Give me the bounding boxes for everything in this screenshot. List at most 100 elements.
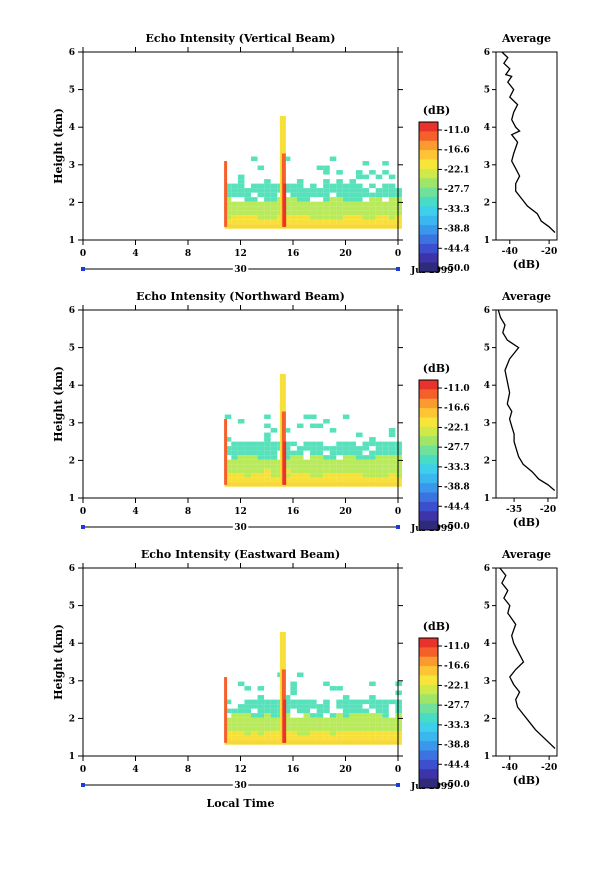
heatmap-cell [329,201,337,207]
heatmap-cell [362,473,370,478]
heatmap-cell [264,468,271,474]
heatmap-cell [310,455,317,460]
profile-y-tick-label: 6 [484,48,490,58]
profile-frame [495,309,558,499]
heatmap-cell [244,215,251,220]
colorbar-frame [418,379,439,531]
heatmap-cell [244,473,251,478]
heatmap-cell [257,201,265,207]
date-line-start-marker [81,783,85,787]
heatmap-cell [231,713,238,718]
heatmap-cell [251,441,258,447]
heatmap-cell [237,477,245,483]
heatmap-cell [224,717,232,723]
heatmap-cell [251,726,258,732]
heatmap-cell [369,735,376,741]
heatmap-cell [290,450,297,456]
heatmap-cell [356,215,363,220]
heatmap-cell [231,188,238,193]
heatmap-cell [231,717,238,723]
heatmap-cell [257,192,265,198]
heatmap-cell [303,441,311,447]
heatmap-cell [342,183,350,189]
heatmap-cell [270,183,278,189]
heatmap-cell [388,201,396,207]
heatmap-cell [323,468,330,474]
y-tick-label: 4 [69,639,75,649]
y-tick-label: 1 [69,752,75,762]
heatmap-cell [303,731,311,736]
heatmap-cell [362,441,370,447]
heatmap-cell [336,717,343,723]
heatmap-cell [264,414,271,420]
date-line-end-marker [396,267,400,271]
colorbar-swatch [419,464,438,475]
heatmap-cell [251,156,258,162]
heatmap-cell [270,735,278,741]
heatmap-cell [342,459,350,465]
heatmap-cell [323,188,330,193]
heatmap-cell [290,441,297,447]
heatmap-cell [283,464,291,469]
colorbar-swatch [419,492,438,503]
heatmap-cell [369,441,376,447]
heatmap-cell [244,201,251,207]
heatmap-cell [270,210,278,216]
heatmap-cell [388,477,396,483]
profile-y-tick-label: 3 [484,161,490,171]
heatmap-cell [362,161,370,166]
heatmap-cell [375,192,383,198]
heatmap-cell [395,708,402,714]
heatmap-cell [244,708,251,714]
heatmap-cell [310,735,317,741]
heatmap-cell [369,197,376,202]
heatmap-cell [342,468,350,474]
rain-column [279,373,287,485]
heatmap-cell [329,450,337,456]
heatmap-cell [283,699,291,705]
heatmap-cell [270,450,278,456]
colorbar: -11.0 -16.6 -22.1 -27.7 -33.3 -38.8 -44.4 -50.0 [418,379,470,532]
profile-y-tick-label: 5 [484,86,490,96]
heatmap-cell [369,170,376,175]
heatmap-cell [382,210,389,216]
y-tick-label: 1 [69,494,75,504]
heatmap-cell [356,455,363,460]
heatmap-cell [329,468,337,474]
heatmap-cell [349,455,356,460]
heatmap-cell [257,464,265,469]
onset-column [224,677,228,743]
colorbar-label: -50.0 [444,264,470,274]
heatmap-cell [264,192,271,198]
heatmap-cell [375,446,383,451]
heatmap-cell [375,722,383,727]
heatmap-cell [264,201,271,207]
heatmap-cell [395,210,402,216]
heatmap-cell [356,731,363,736]
heatmap-cell [323,192,330,198]
heatmap-cell [342,477,350,483]
heatmap-cell [264,219,271,225]
heatmap-cell [388,188,396,193]
profile-y-tick-label: 1 [484,494,490,504]
heatmap-cell [303,717,311,723]
heatmap-cell [264,708,271,714]
heatmap-cell [336,179,343,184]
heatmap-cell [296,477,304,483]
heatmap-cell [310,215,317,220]
colorbar-swatch [419,168,438,179]
heatmap-cell [356,183,363,189]
heatmap-cell [375,717,383,723]
heatmap-cell [270,446,278,451]
y-tick-label: 2 [69,456,75,466]
heatmap-cell [290,722,297,727]
heatmap-cell [395,206,402,211]
heatmap-cell [303,201,311,207]
heatmap-cell [336,722,343,727]
date-line-end-marker [396,525,400,529]
colorbar-swatch [419,769,438,780]
heatmap-cell [224,183,232,189]
heatmap-cell [270,192,278,198]
colorbar-swatch [419,234,438,245]
colorbar-swatch [419,215,438,226]
